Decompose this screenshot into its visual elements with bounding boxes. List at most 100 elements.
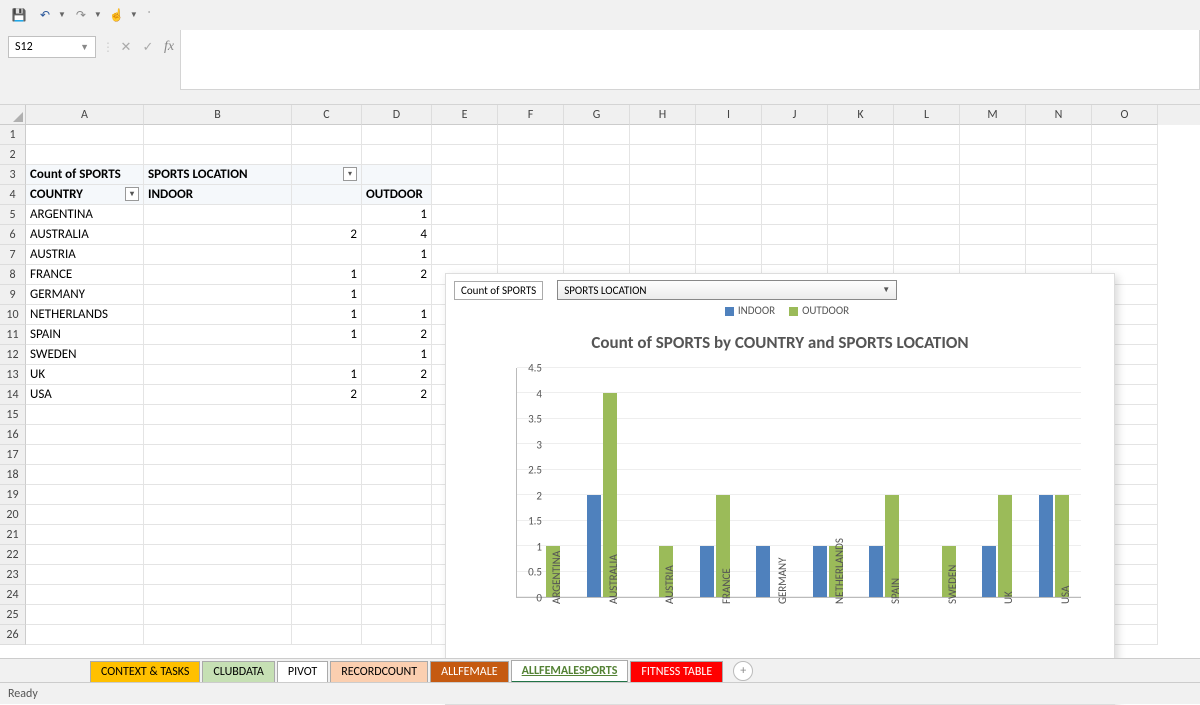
chart-count-label[interactable]: Count of SPORTS	[454, 281, 543, 300]
name-box[interactable]: S12 ▼	[8, 36, 96, 58]
cell[interactable]: INDOOR	[144, 185, 292, 205]
cell[interactable]	[894, 185, 960, 205]
column-header[interactable]: K	[828, 105, 894, 125]
cell[interactable]	[292, 545, 362, 565]
column-header[interactable]: M	[960, 105, 1026, 125]
cell[interactable]	[26, 585, 144, 605]
row-header[interactable]: 15	[0, 405, 26, 425]
row-header[interactable]: 19	[0, 485, 26, 505]
cell[interactable]	[144, 505, 292, 525]
row-header[interactable]: 24	[0, 585, 26, 605]
bar-outdoor[interactable]	[998, 495, 1012, 597]
cell[interactable]	[564, 245, 630, 265]
column-header[interactable]: L	[894, 105, 960, 125]
cell[interactable]	[828, 245, 894, 265]
cell[interactable]	[292, 525, 362, 545]
redo-button[interactable]: ↷	[70, 4, 92, 26]
cell[interactable]	[960, 245, 1026, 265]
cell[interactable]	[144, 445, 292, 465]
cell[interactable]	[292, 625, 362, 645]
row-header[interactable]: 7	[0, 245, 26, 265]
cell[interactable]	[362, 605, 432, 625]
cell[interactable]	[1092, 145, 1158, 165]
cell[interactable]	[630, 165, 696, 185]
cancel-formula-button[interactable]: ✕	[116, 37, 136, 57]
cell[interactable]	[498, 125, 564, 145]
column-header[interactable]: B	[144, 105, 292, 125]
cell[interactable]	[432, 165, 498, 185]
cell[interactable]	[362, 165, 432, 185]
cell[interactable]	[1026, 245, 1092, 265]
cell[interactable]	[1092, 245, 1158, 265]
cell[interactable]	[1026, 145, 1092, 165]
cell[interactable]	[292, 125, 362, 145]
cell[interactable]: 1	[362, 245, 432, 265]
sheet-tab[interactable]: ALLFEMALE	[430, 661, 509, 682]
cell[interactable]	[144, 545, 292, 565]
cell[interactable]	[362, 145, 432, 165]
row-header[interactable]: 8	[0, 265, 26, 285]
formula-input[interactable]	[180, 30, 1200, 90]
row-header[interactable]: 3	[0, 165, 26, 185]
sheet-tab[interactable]: ALLFEMALESPORTS	[511, 660, 629, 683]
touch-mode-button[interactable]: ☝	[106, 4, 128, 26]
cell[interactable]	[564, 145, 630, 165]
cell[interactable]	[498, 185, 564, 205]
redo-dropdown-icon[interactable]: ▼	[94, 10, 102, 20]
cell[interactable]	[292, 585, 362, 605]
cell[interactable]	[292, 345, 362, 365]
cell[interactable]	[26, 425, 144, 445]
cell[interactable]	[696, 145, 762, 165]
row-header[interactable]: 16	[0, 425, 26, 445]
bar-indoor[interactable]	[869, 546, 883, 597]
sheet-tab[interactable]: CONTEXT & TASKS	[90, 661, 200, 682]
cell[interactable]	[292, 145, 362, 165]
qat-customize-icon[interactable]: ⁼	[148, 10, 151, 20]
cell[interactable]: 1	[292, 285, 362, 305]
cell[interactable]: FRANCE	[26, 265, 144, 285]
column-header[interactable]: C	[292, 105, 362, 125]
cell[interactable]	[144, 265, 292, 285]
cell[interactable]	[26, 445, 144, 465]
cell[interactable]: SPORTS LOCATION	[144, 165, 292, 185]
row-header[interactable]: 18	[0, 465, 26, 485]
cell[interactable]	[144, 325, 292, 345]
column-header[interactable]: D	[362, 105, 432, 125]
cell[interactable]	[894, 225, 960, 245]
cell[interactable]	[144, 125, 292, 145]
cell[interactable]	[696, 245, 762, 265]
cell[interactable]: 1	[362, 345, 432, 365]
cell[interactable]	[26, 485, 144, 505]
cell[interactable]	[292, 605, 362, 625]
cell[interactable]	[630, 125, 696, 145]
cell[interactable]	[1026, 165, 1092, 185]
cell[interactable]	[144, 285, 292, 305]
cell[interactable]: AUSTRIA	[26, 245, 144, 265]
cell[interactable]	[362, 425, 432, 445]
cell[interactable]	[144, 525, 292, 545]
cell[interactable]	[144, 585, 292, 605]
cell[interactable]	[762, 145, 828, 165]
cell[interactable]	[144, 605, 292, 625]
cell[interactable]	[144, 625, 292, 645]
cell[interactable]: 4	[362, 225, 432, 245]
pivot-chart[interactable]: Count of SPORTS SPORTS LOCATION INDOOROU…	[445, 273, 1115, 705]
cell[interactable]: 2	[292, 385, 362, 405]
cell[interactable]	[1026, 205, 1092, 225]
cell[interactable]: 1	[292, 265, 362, 285]
cell[interactable]: ▾	[292, 165, 362, 185]
cell[interactable]	[762, 245, 828, 265]
cell[interactable]	[1092, 125, 1158, 145]
cell[interactable]	[144, 425, 292, 445]
cell[interactable]	[26, 465, 144, 485]
cell[interactable]	[960, 165, 1026, 185]
cell[interactable]	[26, 565, 144, 585]
cell[interactable]	[144, 365, 292, 385]
cell[interactable]	[144, 465, 292, 485]
cell[interactable]	[960, 145, 1026, 165]
column-header[interactable]: I	[696, 105, 762, 125]
cell[interactable]	[828, 145, 894, 165]
cell[interactable]	[828, 185, 894, 205]
cell[interactable]	[696, 125, 762, 145]
cell[interactable]	[498, 245, 564, 265]
